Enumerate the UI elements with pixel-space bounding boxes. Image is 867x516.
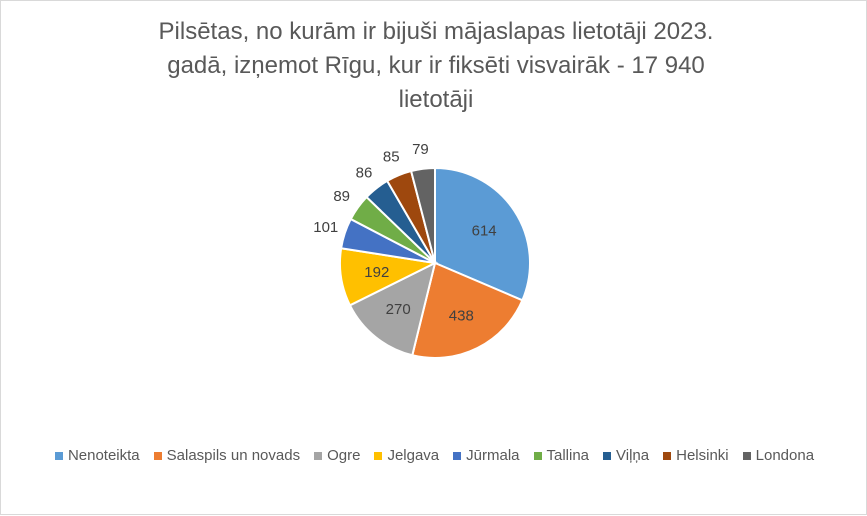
legend-item-4: Jūrmala bbox=[453, 447, 520, 464]
legend-label-2: Ogre bbox=[327, 447, 361, 464]
legend-swatch-3 bbox=[374, 451, 383, 460]
legend-label-7: Helsinki bbox=[676, 447, 729, 464]
data-label-7: 85 bbox=[383, 149, 400, 166]
pie-slice-2 bbox=[348, 261, 437, 357]
legend-swatch-4 bbox=[453, 451, 462, 460]
chart-title-line-1: Pilsētas, no kurām ir bijuši mājaslapas … bbox=[158, 18, 714, 45]
legend-item-0: Nenoteikta bbox=[54, 447, 140, 464]
data-label-6: 86 bbox=[356, 165, 373, 182]
legend-label-8: Londona bbox=[755, 447, 815, 464]
data-label-1: 438 bbox=[449, 308, 474, 325]
legend-swatch-6 bbox=[603, 451, 612, 460]
data-label-4: 101 bbox=[313, 219, 338, 236]
data-label-5: 89 bbox=[333, 188, 350, 205]
data-label-3: 192 bbox=[364, 264, 389, 281]
pie-slice-8 bbox=[409, 166, 436, 264]
legend-item-3: Jelgava bbox=[374, 447, 439, 464]
data-label-8: 79 bbox=[412, 141, 429, 158]
chart-title: Pilsētas, no kurām ir bijuši mājaslapas … bbox=[61, 15, 811, 117]
legend-swatch-2 bbox=[314, 451, 323, 460]
legend-label-5: Tallina bbox=[546, 447, 590, 464]
legend-swatch-1 bbox=[153, 451, 162, 460]
legend-label-6: Viļņa bbox=[616, 447, 650, 464]
pie-slice-0 bbox=[434, 166, 531, 302]
legend-item-6: Viļņa bbox=[603, 447, 649, 464]
legend-label-3: Jelgava bbox=[387, 447, 440, 464]
legend-item-1: Salaspils un novads bbox=[153, 447, 301, 464]
data-label-0: 614 bbox=[472, 223, 497, 240]
legend-item-2: Ogre bbox=[314, 447, 360, 464]
chart-title-line-2: gadā, izņemot Rīgu, kur ir fiksēti visva… bbox=[167, 52, 705, 79]
data-label-2: 270 bbox=[386, 301, 411, 318]
chart-title-line-3: lietotāji bbox=[398, 86, 474, 113]
legend-label-0: Nenoteikta bbox=[67, 447, 140, 464]
legend-item-7: Helsinki bbox=[663, 447, 729, 464]
legend-item-8: Londona bbox=[742, 447, 815, 464]
legend-swatch-7 bbox=[663, 451, 672, 460]
legend-swatch-0 bbox=[54, 451, 63, 460]
legend-label-4: Jūrmala bbox=[466, 447, 520, 464]
legend-swatch-8 bbox=[742, 451, 751, 460]
legend-swatch-5 bbox=[533, 451, 542, 460]
pie-slice-1 bbox=[411, 261, 524, 359]
legend-item-5: Tallina bbox=[533, 447, 590, 464]
legend-label-1: Salaspils un novads bbox=[166, 447, 301, 464]
legend: Nenoteikta Salaspils un novads Ogre Jelgava… bbox=[1, 447, 867, 464]
